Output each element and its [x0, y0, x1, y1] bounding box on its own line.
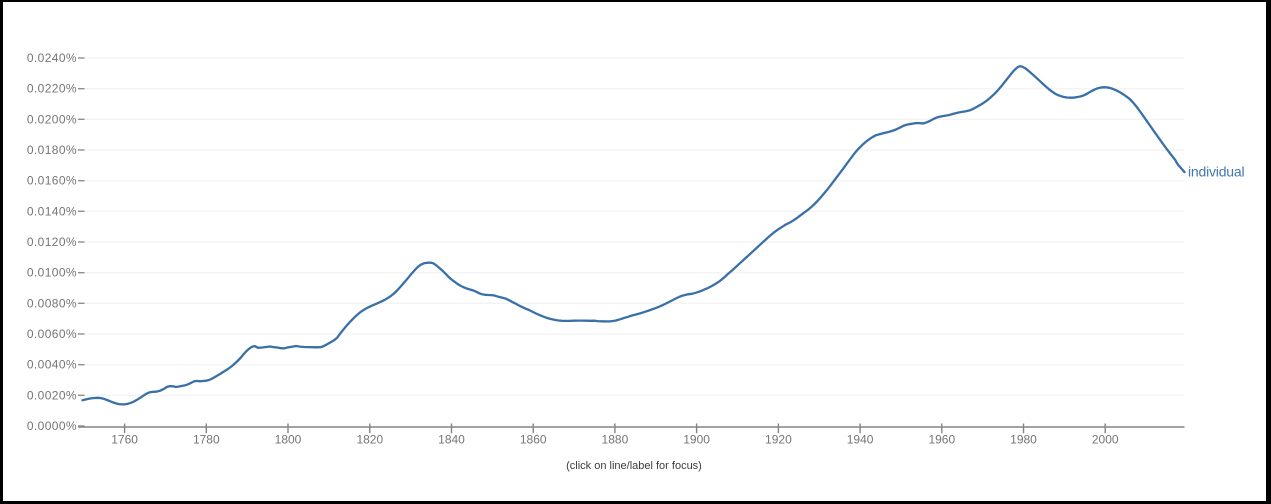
svg-text:0.0160%: 0.0160% — [27, 174, 77, 188]
svg-text:0.0200%: 0.0200% — [27, 112, 77, 126]
svg-text:0.0080%: 0.0080% — [27, 296, 77, 310]
svg-text:0.0020%: 0.0020% — [27, 388, 77, 402]
svg-text:1840: 1840 — [438, 433, 465, 447]
svg-text:1900: 1900 — [683, 433, 710, 447]
svg-text:1760: 1760 — [111, 433, 138, 447]
svg-text:1940: 1940 — [847, 433, 874, 447]
svg-text:0.0040%: 0.0040% — [27, 358, 77, 372]
svg-text:1860: 1860 — [520, 433, 547, 447]
svg-text:1920: 1920 — [765, 433, 792, 447]
svg-text:0.0140%: 0.0140% — [27, 204, 77, 218]
svg-text:0.0000%: 0.0000% — [27, 419, 77, 433]
svg-text:1780: 1780 — [193, 433, 220, 447]
svg-text:0.0180%: 0.0180% — [27, 143, 77, 157]
svg-text:0.0060%: 0.0060% — [27, 327, 77, 341]
svg-text:0.0220%: 0.0220% — [27, 82, 77, 96]
svg-text:1800: 1800 — [275, 433, 302, 447]
svg-text:1960: 1960 — [928, 433, 955, 447]
svg-text:2000: 2000 — [1092, 433, 1119, 447]
svg-text:1820: 1820 — [356, 433, 383, 447]
svg-text:0.0100%: 0.0100% — [27, 266, 77, 280]
svg-text:(click on line/label for focus: (click on line/label for focus) — [566, 460, 702, 472]
svg-text:0.0240%: 0.0240% — [27, 51, 77, 65]
svg-text:0.0120%: 0.0120% — [27, 235, 77, 249]
svg-text:1880: 1880 — [602, 433, 629, 447]
svg-text:individual: individual — [1188, 164, 1244, 180]
svg-text:1980: 1980 — [1010, 433, 1037, 447]
